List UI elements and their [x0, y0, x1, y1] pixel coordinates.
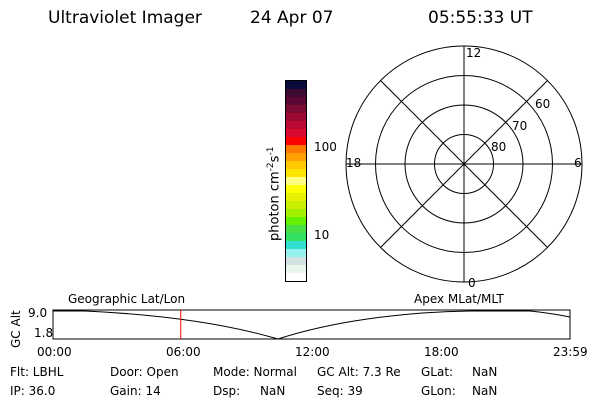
altitude-curve	[53, 310, 571, 340]
lat-label-60: 60	[535, 97, 551, 111]
colorbar-band	[286, 105, 306, 113]
filter: Flt: LBHL	[10, 365, 64, 379]
colorbar-band	[286, 89, 306, 97]
colorbar-band	[286, 137, 306, 145]
time: 05:55:33 UT	[428, 8, 533, 28]
colorbar-band	[286, 129, 306, 137]
mlt-label-18: 18	[346, 156, 362, 170]
colorbar-band	[286, 193, 306, 201]
colorbar-band	[286, 209, 306, 217]
mlt-label-12: 12	[466, 46, 482, 60]
lat-label-70: 70	[512, 119, 528, 133]
geographic-label: Geographic Lat/Lon	[68, 292, 186, 306]
colorbar-band	[286, 153, 306, 161]
colorbar-tick-10: 10	[314, 228, 330, 242]
xtick: 23:59	[553, 345, 588, 359]
gain: Gain: 14	[110, 384, 161, 398]
colorbar-band	[286, 233, 306, 241]
glat-value: NaN	[472, 365, 498, 379]
instrument-title: Ultraviolet Imager	[48, 8, 202, 28]
glon-label: GLon:	[421, 384, 456, 398]
colorbar-band	[286, 185, 306, 193]
timeline-frame	[52, 309, 571, 340]
colorbar-band	[286, 249, 306, 257]
lat-label-80: 80	[491, 140, 507, 154]
colorbar-band	[286, 161, 306, 169]
colorbar-band	[286, 113, 306, 121]
colorbar-band	[286, 97, 306, 105]
ymin: 1.8	[34, 326, 54, 340]
xtick: 00:00	[37, 345, 72, 359]
apex-label: Apex MLat/MLT	[414, 292, 504, 306]
colorbar-band	[286, 169, 306, 177]
door: Door: Open	[110, 365, 179, 379]
glon-value: NaN	[472, 384, 498, 398]
colorbar	[285, 80, 307, 282]
colorbar-band	[286, 257, 306, 265]
colorbar-band	[286, 265, 306, 273]
colorbar-band	[286, 81, 306, 89]
colorbar-band	[286, 177, 306, 185]
mlt-label-0: 0	[468, 276, 476, 290]
colorbar-band	[286, 225, 306, 233]
seq: Seq: 39	[317, 384, 363, 398]
mode: Mode: Normal	[213, 365, 297, 379]
xtick: 12:00	[295, 345, 330, 359]
colorbar-tick-100: 100	[314, 140, 337, 154]
glat-label: GLat:	[421, 365, 454, 379]
mlt-label-6: 6	[574, 156, 582, 170]
ymax: 9.0	[28, 306, 48, 320]
dsp-label: Dsp:	[213, 384, 241, 398]
colorbar-band	[286, 201, 306, 209]
gc-alt: GC Alt: 7.3 Re	[317, 365, 401, 379]
dsp-value: NaN	[260, 384, 286, 398]
mlt-line	[380, 80, 548, 248]
xtick: 18:00	[424, 345, 459, 359]
colorbar-band	[286, 145, 306, 153]
colorbar-band	[286, 217, 306, 225]
xtick: 06:00	[166, 345, 201, 359]
colorbar-band	[286, 121, 306, 129]
colorbar-band	[286, 241, 306, 249]
date: 24 Apr 07	[250, 8, 334, 28]
colorbar-band	[286, 273, 306, 281]
ip: IP: 36.0	[10, 384, 56, 398]
